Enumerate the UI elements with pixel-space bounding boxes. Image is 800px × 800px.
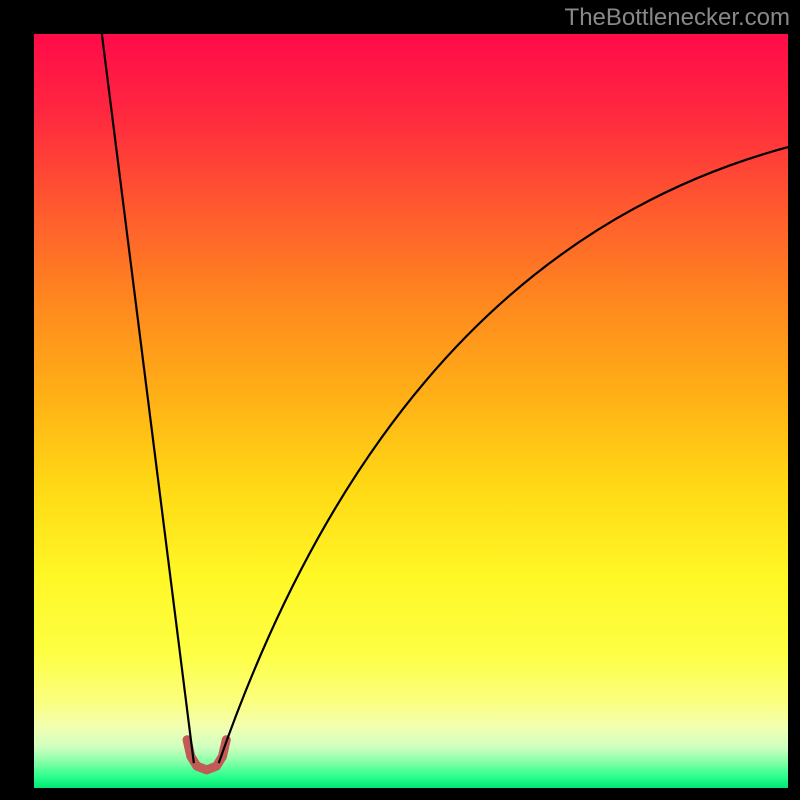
plot-area: [34, 34, 788, 788]
watermark-text: TheBottlenecker.com: [565, 4, 790, 32]
gradient-background: [34, 34, 788, 788]
chart-svg: [34, 34, 788, 788]
